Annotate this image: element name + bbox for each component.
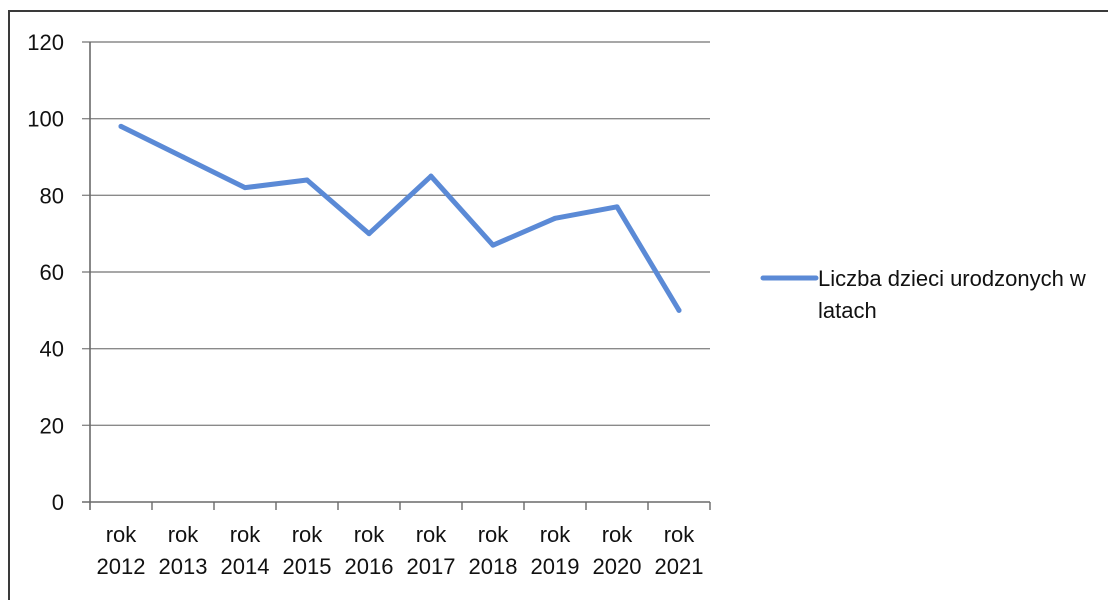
data-point-6 xyxy=(490,242,496,248)
y-tick-label-20: 20 xyxy=(40,413,64,438)
legend: Liczba dzieci urodzonych w latach xyxy=(760,266,1086,323)
y-tick-label-60: 60 xyxy=(40,260,64,285)
x-tick-label-4: rok 2016 xyxy=(345,522,394,579)
data-point-5 xyxy=(428,173,434,179)
series-layer xyxy=(118,123,682,313)
y-tick-label-120: 120 xyxy=(27,30,64,55)
x-tick-label-9: rok 2021 xyxy=(655,522,704,579)
data-point-0 xyxy=(118,123,124,129)
x-tick-label-3: rok 2015 xyxy=(283,522,332,579)
x-tick-label-8: rok 2020 xyxy=(593,522,642,579)
data-point-1 xyxy=(180,154,186,160)
legend-label: Liczba dzieci urodzonych w latach xyxy=(818,266,1086,323)
data-point-4 xyxy=(366,231,372,237)
y-tick-labels: 0 20 40 60 80 100 120 xyxy=(27,30,64,515)
y-tick-label-0: 0 xyxy=(52,490,64,515)
x-tick-labels: rok 2012 rok 2013 rok 2014 rok 2015 rok 2016 rok 20… xyxy=(97,522,704,579)
chart-frame xyxy=(8,10,1108,600)
y-tick-label-80: 80 xyxy=(40,183,64,208)
y-tick-label-100: 100 xyxy=(27,107,64,132)
data-point-9 xyxy=(676,307,682,313)
x-tick-label-1: rok 2013 xyxy=(159,522,208,579)
data-point-3 xyxy=(304,177,310,183)
data-point-2 xyxy=(242,185,248,191)
x-tick-label-0: rok 2012 xyxy=(97,522,146,579)
x-tick-label-2: rok 2014 xyxy=(221,522,270,579)
x-tick-label-6: rok 2018 xyxy=(469,522,518,579)
axes xyxy=(82,42,711,510)
x-tick-label-7: rok 2019 xyxy=(531,522,580,579)
grid-lines xyxy=(82,41,710,427)
y-tick-label-40: 40 xyxy=(40,337,64,362)
series-line-0 xyxy=(118,123,682,313)
data-point-8 xyxy=(614,204,620,210)
x-tick-label-5: rok 2017 xyxy=(407,522,456,579)
data-point-7 xyxy=(552,215,558,221)
